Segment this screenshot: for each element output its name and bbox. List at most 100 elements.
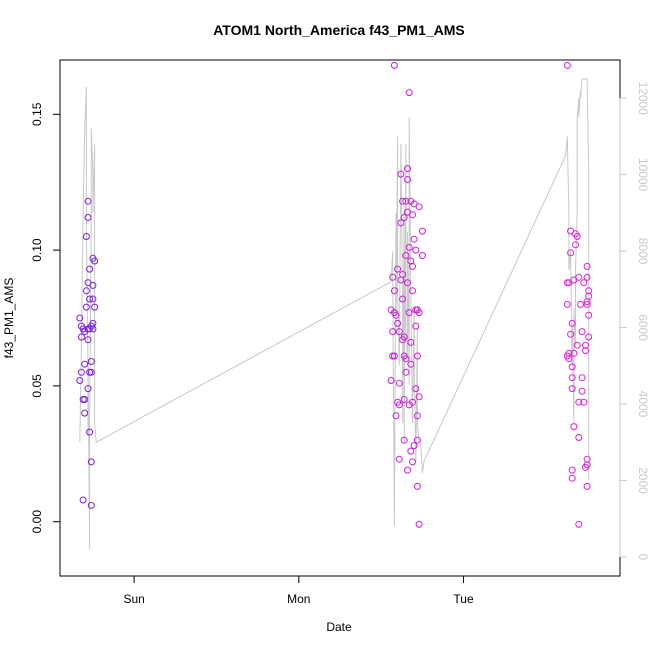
data-point	[84, 214, 92, 221]
data-point	[390, 61, 398, 69]
right-tick-label: 6000	[636, 314, 650, 341]
data-point	[578, 328, 586, 336]
data-point	[410, 442, 418, 450]
data-point	[407, 360, 415, 368]
data-point	[581, 341, 589, 349]
data-point	[89, 325, 97, 333]
x-tick-label: Tue	[453, 592, 474, 606]
data-point	[572, 241, 579, 249]
data-point	[568, 363, 576, 371]
data-point	[570, 423, 578, 431]
data-point	[415, 203, 423, 211]
data-point	[399, 295, 407, 303]
data-point	[409, 458, 416, 466]
right-tick-label: 0	[636, 554, 650, 561]
data-point	[84, 336, 92, 344]
data-point	[585, 311, 593, 319]
data-point	[399, 271, 407, 278]
data-point	[79, 496, 87, 504]
data-point	[575, 398, 583, 406]
y-tick-label: 0.05	[30, 374, 44, 398]
data-point	[402, 197, 410, 205]
data-point	[418, 252, 426, 259]
data-point	[81, 409, 89, 417]
data-point	[568, 319, 576, 327]
data-point	[402, 252, 410, 259]
data-point	[404, 279, 411, 287]
data-point	[82, 233, 90, 240]
data-point	[563, 300, 571, 308]
data-point	[91, 303, 99, 311]
data-point	[397, 170, 405, 178]
data-point	[395, 401, 403, 409]
y-tick-label: 0.00	[30, 510, 44, 534]
data-point	[573, 341, 581, 349]
data-point	[407, 338, 415, 346]
data-point	[91, 257, 99, 265]
data-point	[583, 273, 591, 281]
data-point	[389, 328, 397, 336]
data-point	[87, 358, 95, 365]
data-point	[565, 355, 573, 363]
y-tick-label: 0.10	[30, 238, 44, 262]
data-point	[387, 377, 395, 384]
series-line	[79, 78, 590, 550]
data-point	[405, 309, 413, 317]
data-point	[89, 295, 97, 303]
data-point	[400, 214, 408, 221]
data-point	[89, 281, 97, 289]
data-point	[585, 292, 593, 300]
data-point	[412, 385, 420, 393]
data-point	[567, 249, 575, 257]
data-point	[404, 165, 411, 173]
data-point	[409, 287, 416, 295]
x-tick-label: Sun	[123, 592, 144, 606]
data-point	[394, 265, 402, 273]
data-point	[568, 466, 576, 474]
data-point	[409, 398, 416, 406]
data-point	[395, 328, 403, 336]
data-point	[573, 233, 581, 240]
data-point	[397, 219, 405, 227]
data-point	[580, 398, 588, 406]
data-point	[580, 279, 588, 287]
y-axis-label: f43_PM1_AMS	[2, 278, 16, 359]
line-layer	[79, 78, 590, 550]
data-point	[570, 349, 578, 357]
data-point	[392, 311, 400, 319]
data-point	[404, 466, 411, 474]
data-point	[395, 455, 403, 463]
x-tick-label: Mon	[287, 592, 310, 606]
data-point	[400, 333, 408, 341]
data-point	[583, 262, 591, 270]
data-point	[412, 322, 420, 330]
data-point	[392, 412, 400, 420]
data-point	[578, 374, 586, 382]
data-point	[583, 482, 591, 490]
data-point	[413, 352, 421, 360]
data-point	[575, 434, 583, 441]
data-point	[409, 262, 416, 270]
data-point	[568, 385, 576, 393]
y-tick-label: 0.15	[30, 102, 44, 126]
right-tick-label: 2000	[636, 467, 650, 494]
data-point	[86, 428, 94, 436]
data-point	[418, 227, 426, 235]
data-point	[415, 520, 423, 528]
right-axis: 0 2000 4000 6000 8000 10000 12000	[619, 82, 650, 561]
data-point	[390, 352, 398, 360]
data-point	[568, 374, 576, 382]
data-point	[84, 197, 92, 205]
data-point	[76, 377, 84, 384]
data-point	[415, 393, 423, 401]
data-point	[399, 197, 407, 205]
data-point	[402, 355, 410, 363]
data-point	[394, 319, 402, 327]
data-point	[567, 330, 575, 338]
data-point	[585, 333, 593, 341]
x-axis: Sun Mon Tue	[123, 575, 474, 606]
data-point	[81, 360, 89, 368]
data-point	[583, 300, 591, 308]
data-point	[405, 243, 413, 251]
